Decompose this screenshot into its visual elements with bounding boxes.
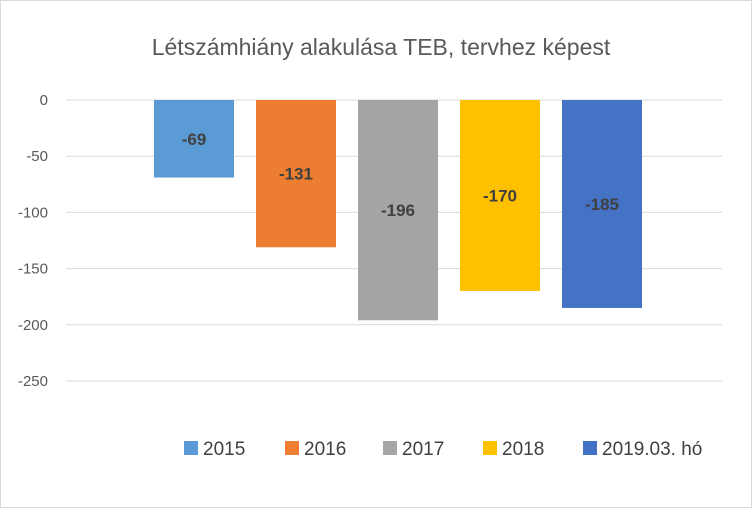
data-label: -196 [381, 201, 415, 220]
y-tick-label: -150 [18, 261, 48, 278]
legend-label: 2018 [502, 439, 544, 460]
y-tick-label: 0 [40, 92, 48, 109]
chart-title: Létszámhiány alakulása TEB, tervhez képe… [152, 34, 611, 60]
bar-2018 [460, 100, 540, 292]
bars [154, 100, 642, 321]
y-tick-label: -100 [18, 204, 48, 221]
legend-label: 2015 [203, 439, 245, 460]
legend-label: 2016 [304, 439, 346, 460]
data-label: -170 [483, 187, 517, 206]
bar-201903h [562, 100, 642, 308]
data-label: -131 [279, 165, 313, 184]
y-tick-label: -50 [26, 148, 48, 165]
data-labels: -69 -131 -196 -170 -185 [182, 130, 619, 220]
legend-swatch [583, 441, 597, 455]
legend-swatch [483, 441, 497, 455]
bar-2016 [256, 100, 336, 248]
bar-2017 [358, 100, 438, 321]
legend-label: 2017 [402, 439, 444, 460]
legend-swatch [184, 441, 198, 455]
legend-swatch [285, 441, 299, 455]
y-tick-label: -250 [18, 373, 48, 390]
bar-2015 [154, 100, 234, 178]
y-tick-label: -200 [18, 317, 48, 334]
legend-swatch [383, 441, 397, 455]
y-axis-tick-labels: 0 -50 -100 -150 -200 -250 [18, 92, 48, 390]
data-label: -185 [585, 195, 619, 214]
legend-label: 2019.03. hó [602, 439, 702, 460]
data-label: -69 [182, 130, 207, 149]
legend: 2015 2016 2017 2018 2019.03. hó [184, 439, 702, 460]
